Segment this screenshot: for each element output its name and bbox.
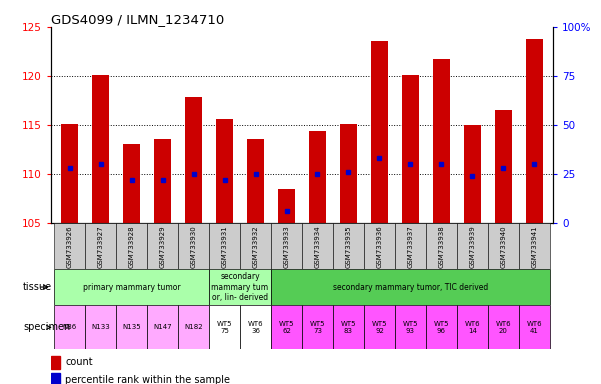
Bar: [178, 305, 209, 349]
Bar: [395, 305, 426, 349]
Text: GSM733931: GSM733931: [222, 225, 228, 268]
Text: WT6
14: WT6 14: [465, 321, 480, 334]
Bar: [54, 223, 85, 269]
Bar: [426, 223, 457, 269]
Bar: [51, 356, 60, 369]
Text: GSM733932: GSM733932: [252, 225, 258, 268]
Text: WT5
73: WT5 73: [310, 321, 325, 334]
Bar: [51, 373, 60, 384]
Text: WT5
92: WT5 92: [371, 321, 387, 334]
Text: GSM733937: GSM733937: [407, 225, 413, 268]
Bar: [340, 124, 357, 223]
Bar: [278, 189, 295, 223]
Bar: [54, 269, 209, 305]
Text: GSM733940: GSM733940: [501, 225, 507, 268]
Text: GDS4099 / ILMN_1234710: GDS4099 / ILMN_1234710: [51, 13, 224, 26]
Bar: [240, 223, 271, 269]
Bar: [61, 124, 78, 223]
Bar: [333, 305, 364, 349]
Bar: [85, 223, 116, 269]
Bar: [395, 223, 426, 269]
Bar: [271, 305, 302, 349]
Bar: [185, 98, 202, 223]
Bar: [209, 305, 240, 349]
Text: WT6
41: WT6 41: [526, 321, 542, 334]
Text: N147: N147: [153, 324, 172, 330]
Bar: [371, 41, 388, 223]
Bar: [116, 223, 147, 269]
Bar: [147, 305, 178, 349]
Text: GSM733929: GSM733929: [160, 225, 166, 268]
Bar: [147, 223, 178, 269]
Text: secondary
mammary tum
or, lin- derived: secondary mammary tum or, lin- derived: [212, 272, 269, 302]
Text: N133: N133: [91, 324, 110, 330]
Bar: [247, 139, 264, 223]
Text: GSM733926: GSM733926: [67, 225, 73, 268]
Text: WT5
75: WT5 75: [217, 321, 233, 334]
Text: N86: N86: [63, 324, 77, 330]
Text: tissue: tissue: [23, 282, 52, 292]
Bar: [488, 223, 519, 269]
Text: WT5
62: WT5 62: [279, 321, 294, 334]
Bar: [364, 223, 395, 269]
Text: GSM733927: GSM733927: [97, 225, 103, 268]
Text: WT5
96: WT5 96: [434, 321, 449, 334]
Bar: [302, 223, 333, 269]
Text: GSM733941: GSM733941: [531, 225, 537, 268]
Bar: [216, 119, 233, 223]
Bar: [402, 75, 419, 223]
Text: GSM733939: GSM733939: [469, 225, 475, 268]
Bar: [116, 305, 147, 349]
Text: percentile rank within the sample: percentile rank within the sample: [65, 374, 230, 384]
Text: GSM733933: GSM733933: [284, 225, 290, 268]
Bar: [488, 305, 519, 349]
Text: GSM733930: GSM733930: [191, 225, 197, 268]
Text: count: count: [65, 357, 93, 367]
Bar: [54, 305, 85, 349]
Bar: [457, 305, 488, 349]
Bar: [178, 223, 209, 269]
Bar: [495, 110, 512, 223]
Bar: [209, 223, 240, 269]
Text: GSM733928: GSM733928: [129, 225, 135, 268]
Text: N182: N182: [185, 324, 203, 330]
Bar: [364, 305, 395, 349]
Text: WT6
20: WT6 20: [496, 321, 511, 334]
Text: GSM733934: GSM733934: [314, 225, 320, 268]
Bar: [464, 125, 481, 223]
Text: GSM733938: GSM733938: [438, 225, 444, 268]
Text: secondary mammary tumor, TIC derived: secondary mammary tumor, TIC derived: [333, 283, 488, 291]
Bar: [271, 269, 550, 305]
Bar: [123, 144, 140, 223]
Text: N135: N135: [123, 324, 141, 330]
Bar: [426, 305, 457, 349]
Bar: [433, 59, 450, 223]
Text: specimen: specimen: [23, 322, 70, 333]
Bar: [85, 305, 116, 349]
Text: GSM733936: GSM733936: [376, 225, 382, 268]
Text: WT5
93: WT5 93: [403, 321, 418, 334]
Bar: [519, 223, 550, 269]
Bar: [309, 131, 326, 223]
Text: primary mammary tumor: primary mammary tumor: [83, 283, 180, 291]
Bar: [240, 305, 271, 349]
Text: WT6
36: WT6 36: [248, 321, 263, 334]
Bar: [333, 223, 364, 269]
Text: WT5
83: WT5 83: [341, 321, 356, 334]
Bar: [302, 305, 333, 349]
Bar: [92, 75, 109, 223]
Bar: [519, 305, 550, 349]
Bar: [457, 223, 488, 269]
Bar: [271, 223, 302, 269]
Bar: [209, 269, 271, 305]
Text: GSM733935: GSM733935: [346, 225, 352, 268]
Bar: [154, 139, 171, 223]
Bar: [526, 39, 543, 223]
